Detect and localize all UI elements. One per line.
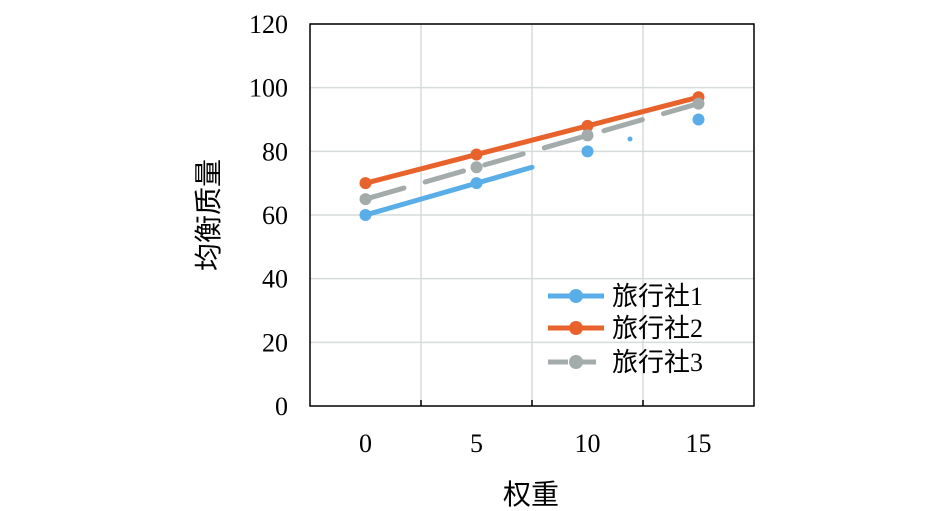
series-3 xyxy=(359,97,705,206)
plot-frame xyxy=(309,23,755,407)
series-2 xyxy=(359,91,705,190)
data-point xyxy=(470,177,483,190)
y-axis-label: 均衡质量 xyxy=(193,159,225,271)
legend-item-3: 旅行社3 xyxy=(548,348,703,377)
data-point xyxy=(359,193,372,206)
x-tick-label: 0 xyxy=(359,429,372,458)
y-tick-label: 0 xyxy=(275,392,288,421)
series-1 xyxy=(359,113,705,221)
series-layer xyxy=(359,91,705,221)
data-point xyxy=(581,129,594,142)
legend-label: 旅行社1 xyxy=(612,282,703,311)
series-line xyxy=(363,164,535,218)
y-tick-label: 100 xyxy=(249,74,288,103)
legend-marker xyxy=(569,355,583,369)
data-point xyxy=(470,161,483,174)
legend-marker xyxy=(569,321,583,335)
y-tick-label: 40 xyxy=(262,265,288,294)
y-tick-label: 120 xyxy=(249,10,288,39)
x-tick-label: 5 xyxy=(470,429,483,458)
x-axis-label: 权重 xyxy=(503,479,559,511)
legend-marker xyxy=(569,289,583,303)
stray-point xyxy=(627,136,633,142)
x-tick-label: 15 xyxy=(686,429,712,458)
legend-item-2: 旅行社2 xyxy=(548,314,703,343)
data-point xyxy=(692,113,705,126)
data-point xyxy=(359,177,372,190)
data-point xyxy=(692,97,705,110)
axes: 0 20 40 60 80 100 120 0 5 10 15 xyxy=(249,10,755,458)
legend-label: 旅行社2 xyxy=(612,314,703,343)
data-point xyxy=(581,145,594,158)
data-point xyxy=(581,119,594,132)
series-line xyxy=(363,101,701,202)
y-tick-label: 80 xyxy=(262,137,288,166)
legend: 旅行社1 旅行社2 旅行社3 xyxy=(548,282,703,377)
data-point xyxy=(359,209,372,221)
series-line xyxy=(363,94,701,186)
x-tick-label: 10 xyxy=(575,429,601,458)
legend-label: 旅行社3 xyxy=(612,348,703,377)
legend-item-1: 旅行社1 xyxy=(548,282,703,311)
data-point xyxy=(470,148,483,161)
y-tick-label: 20 xyxy=(262,328,288,357)
y-tick-label: 60 xyxy=(262,201,288,230)
